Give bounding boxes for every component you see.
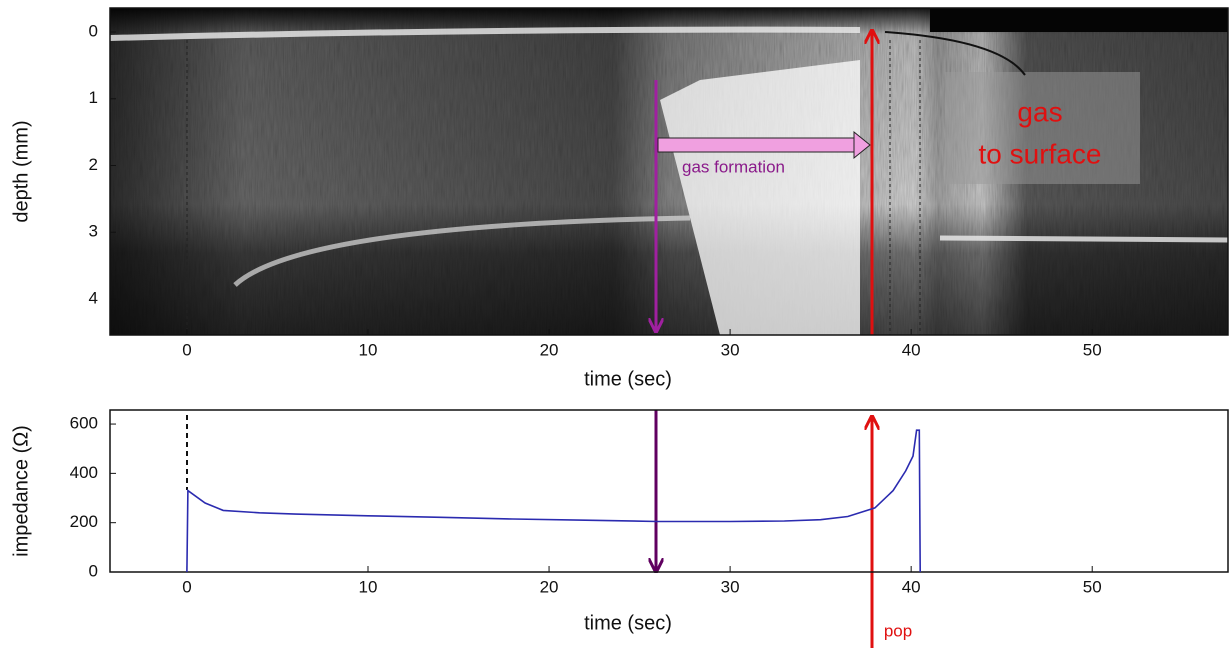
x-axis-label: time (sec) [584,368,672,390]
x-tick-label: 30 [721,340,740,359]
x-tick-label: 20 [540,577,559,596]
impedance-overlay [186,410,872,648]
plot-frame [109,409,1229,573]
x-tick-label: 40 [902,577,921,596]
y-tick-label: 400 [70,463,98,482]
ultrasound-image [109,8,1229,335]
y-tick-label: 0 [89,22,98,41]
y-tick-label: 200 [70,512,98,531]
impedance-line [186,429,921,573]
y-tick-label: 600 [70,414,98,433]
x-tick-label: 20 [540,340,559,359]
y-tick-label: 0 [89,561,98,580]
y-axis-label: depth (mm) [10,120,32,222]
y-axis-label: impedance (Ω) [10,425,32,557]
x-tick-label: 40 [902,340,921,359]
y-tick-label: 3 [89,222,98,241]
annotation: to surface [979,138,1102,169]
y-tick-label: 4 [89,288,98,307]
x-axis-label: time (sec) [584,612,672,634]
x-tick-label: 10 [359,340,378,359]
annotation: pop [884,621,912,640]
annotation: gas formation [682,157,785,176]
y-tick-label: 2 [89,155,98,174]
plot-frame [109,7,1229,336]
annotation: gas [1017,96,1062,127]
x-tick-label: 10 [359,577,378,596]
x-tick-label: 0 [182,577,191,596]
x-tick-label: 50 [1083,577,1102,596]
x-tick-label: 0 [182,340,191,359]
x-tick-label: 30 [721,577,740,596]
y-tick-label: 1 [89,88,98,107]
x-tick-label: 50 [1083,340,1102,359]
